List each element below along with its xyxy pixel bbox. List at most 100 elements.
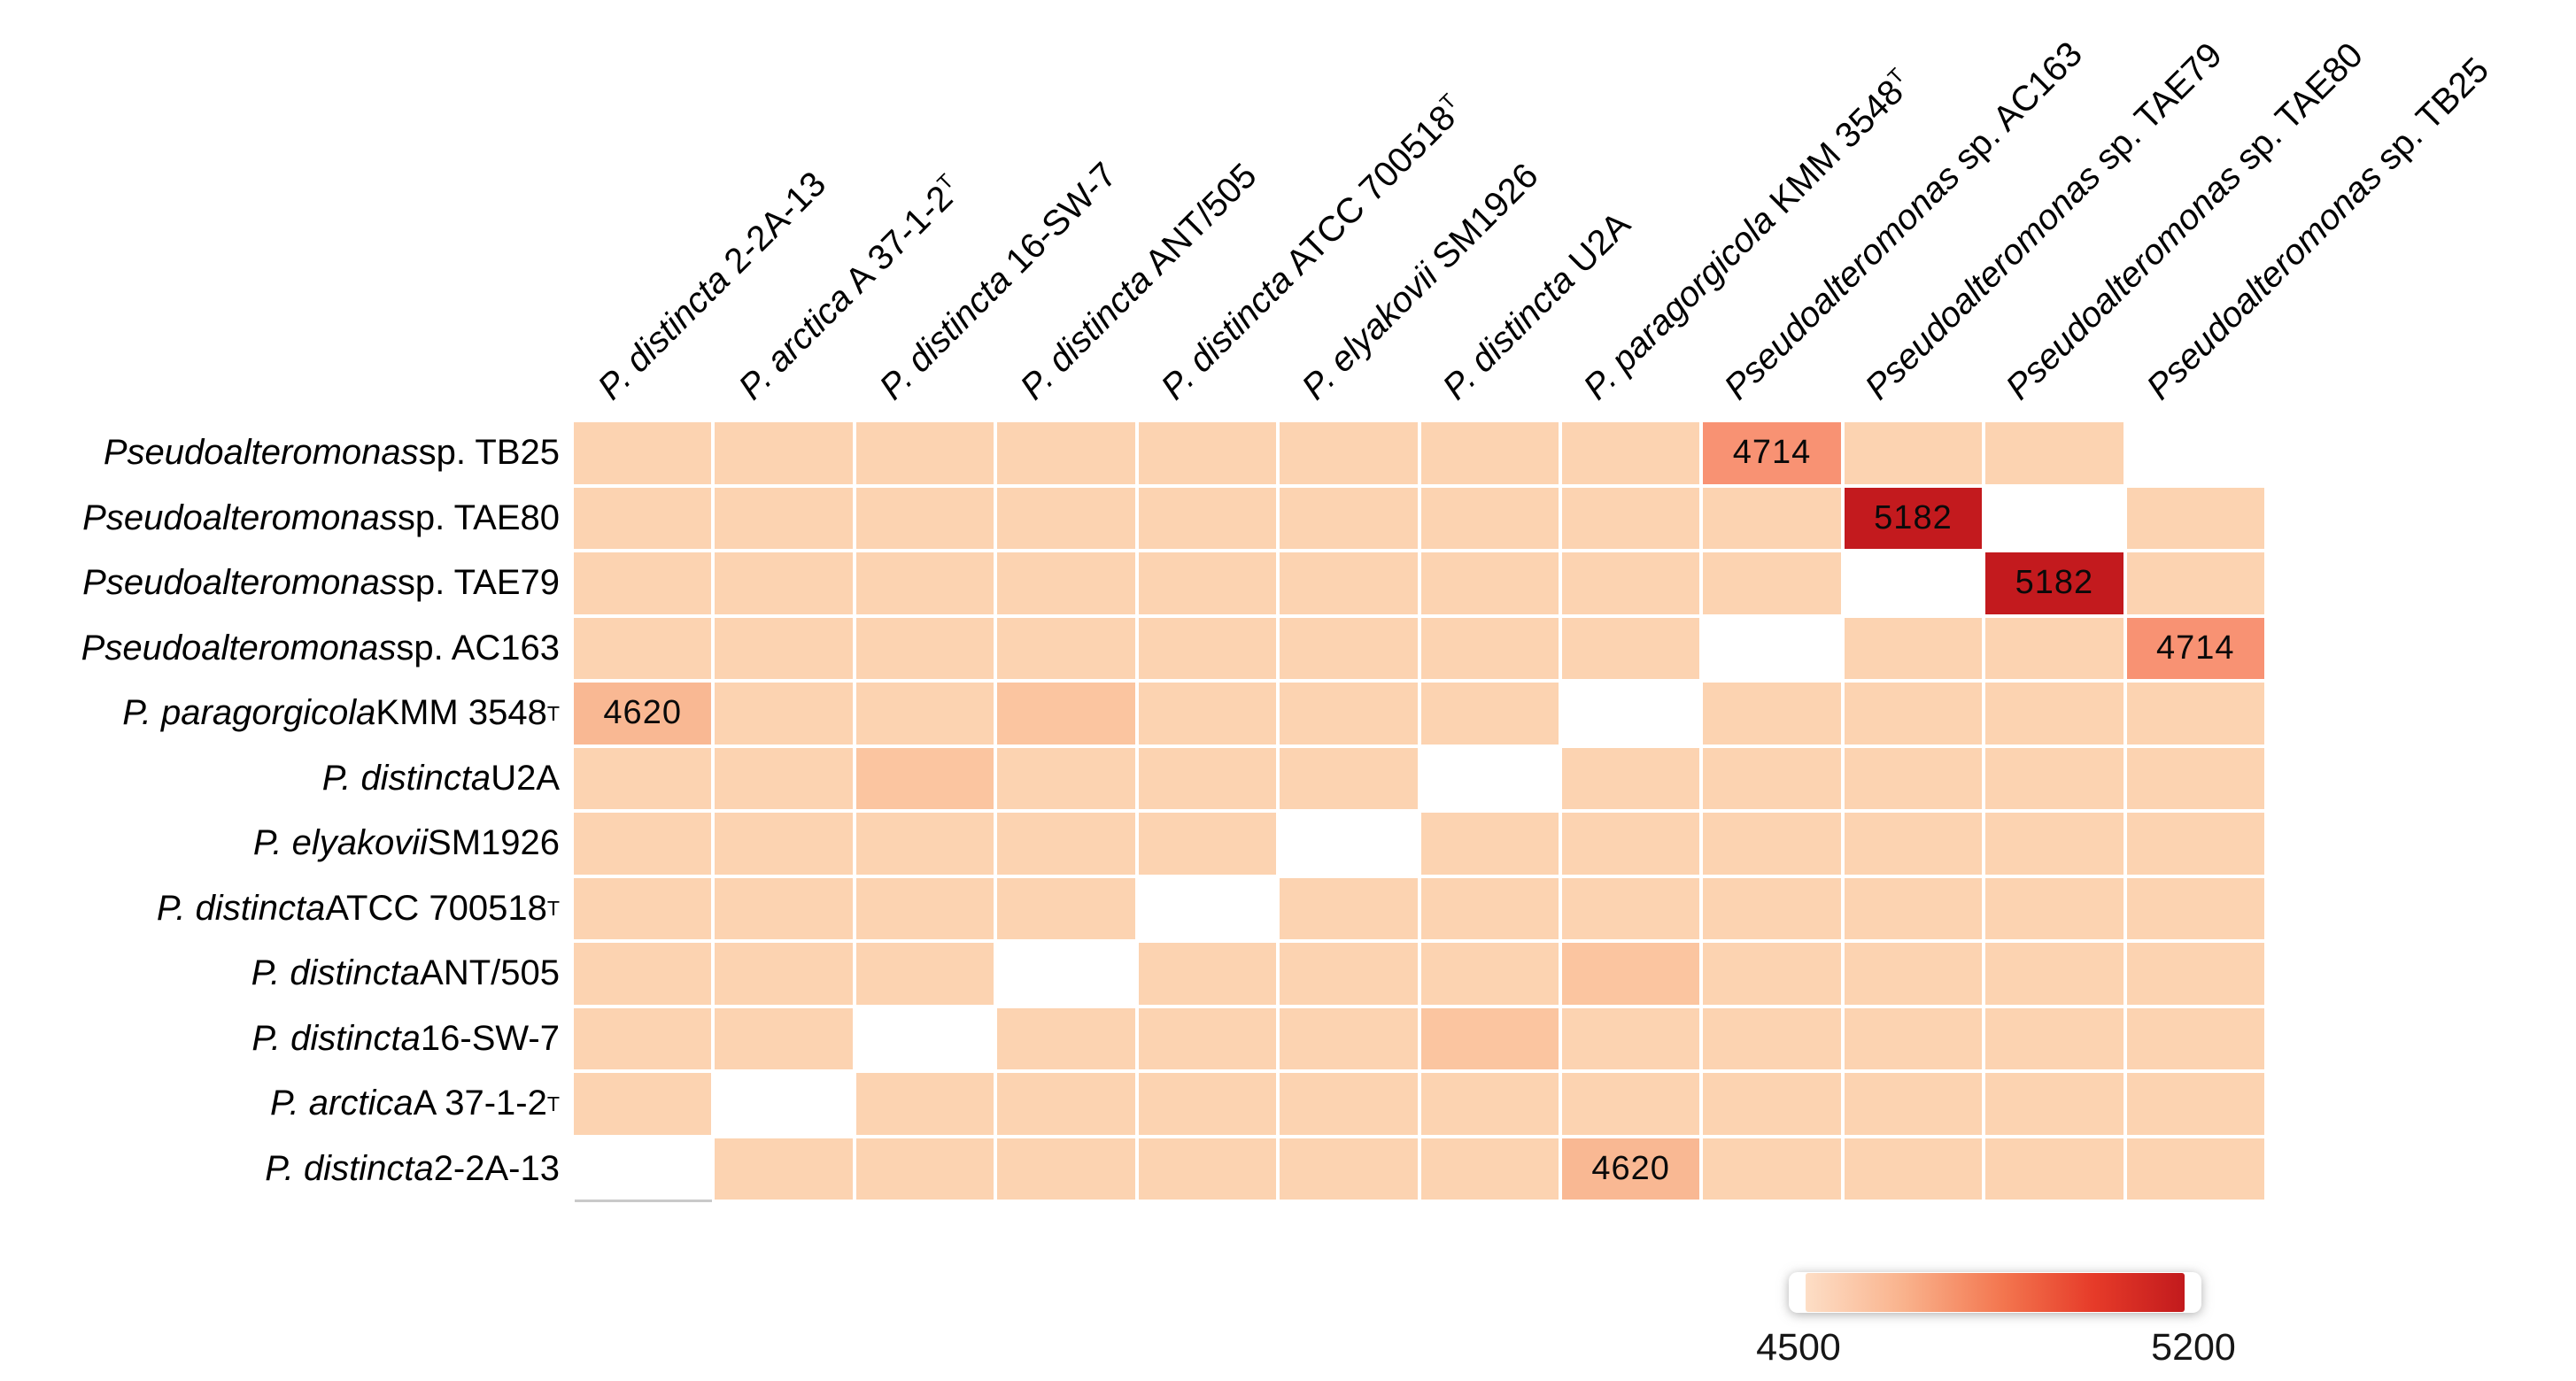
heatmap-cell — [1985, 683, 2123, 745]
cell-value-label: 4620 — [1591, 1149, 1670, 1187]
heatmap-cell — [1985, 1073, 2123, 1135]
heatmap-cell — [1844, 1138, 1983, 1200]
heatmap-cell — [1561, 487, 1700, 549]
column-label: P. distincta 2-2A-13 — [590, 164, 833, 407]
heatmap-cell — [1844, 683, 1983, 745]
heatmap-cell — [1703, 683, 1841, 745]
heatmap-cell — [1844, 422, 1983, 484]
heatmap-cell — [1420, 813, 1559, 875]
cell-value-label: 4714 — [2156, 629, 2235, 667]
heatmap-cell — [1703, 552, 1841, 614]
column-label: P. distincta ANT/505 — [1012, 156, 1265, 407]
heatmap-cell — [1844, 617, 1983, 679]
heatmap-cell — [1280, 487, 1418, 549]
heatmap-cell — [1280, 617, 1418, 679]
row-label: P. distincta 16-SW-7 — [251, 1018, 560, 1058]
heatmap-cell — [715, 813, 853, 875]
row-label: Pseudoalteromonas sp. AC163 — [81, 628, 560, 667]
column-label: P. elyakovii SM1926 — [1294, 156, 1546, 407]
heatmap-cell — [715, 422, 853, 484]
heatmap-cell — [2126, 877, 2264, 939]
heatmap-cell — [715, 1007, 853, 1069]
cell-value-label: 4714 — [1732, 434, 1812, 472]
heatmap-cell — [2126, 943, 2264, 1005]
column-label: P. distincta ATCC 700518T — [1153, 89, 1464, 407]
heatmap-cell — [855, 487, 994, 549]
heatmap-cell — [997, 813, 1135, 875]
heatmap-diagonal-cell — [1138, 877, 1277, 939]
heatmap-diagonal-cell — [997, 943, 1135, 1005]
heatmap-cell — [1561, 422, 1700, 484]
heatmap-cell — [715, 487, 853, 549]
heatmap-diagonal-cell — [1280, 813, 1418, 875]
heatmap-cell — [855, 683, 994, 745]
heatmap-cell — [1844, 1007, 1983, 1069]
heatmap-cell — [1844, 813, 1983, 875]
heatmap-diagonal-cell — [1561, 683, 1700, 745]
heatmap-diagonal-cell — [1420, 747, 1559, 809]
heatmap-cell — [574, 617, 712, 679]
heatmap-cell — [1138, 747, 1277, 809]
heatmap-cell — [1561, 1073, 1700, 1135]
heatmap-grid: 4714 5182 5182 4714 4620 4620 — [574, 422, 2264, 1200]
heatmap-diagonal-cell — [2126, 422, 2264, 484]
heatmap-cell — [997, 617, 1135, 679]
heatmap-cell — [1138, 552, 1277, 614]
heatmap-cell — [1844, 943, 1983, 1005]
heatmap-cell — [1280, 422, 1418, 484]
heatmap-cell — [1420, 1007, 1559, 1069]
heatmap-cell — [715, 552, 853, 614]
heatmap-cell — [1703, 1073, 1841, 1135]
heatmap-cell — [574, 552, 712, 614]
heatmap-cell — [1138, 1073, 1277, 1135]
heatmap-cell — [715, 1138, 853, 1200]
heatmap-cell — [1561, 877, 1700, 939]
heatmap-cell — [1280, 1138, 1418, 1200]
heatmap-cell — [574, 1073, 712, 1135]
heatmap-cell — [574, 943, 712, 1005]
heatmap-cell — [1420, 487, 1559, 549]
heatmap-cell — [855, 422, 994, 484]
heatmap-cell — [855, 877, 994, 939]
heatmap-cell — [1420, 1138, 1559, 1200]
heatmap-diagonal-cell — [1844, 552, 1983, 614]
heatmap-cell — [2126, 1138, 2264, 1200]
row-label: Pseudoalteromonas sp. TAE80 — [82, 498, 560, 537]
heatmap-cell — [855, 943, 994, 1005]
row-label: P. elyakovii SM1926 — [252, 823, 560, 863]
heatmap-cell — [574, 747, 712, 809]
heatmap-cell — [997, 552, 1135, 614]
heatmap-cell — [1703, 877, 1841, 939]
heatmap-cell — [855, 552, 994, 614]
heatmap-cell — [1138, 422, 1277, 484]
cell-value-label: 4620 — [603, 694, 682, 732]
heatmap-cell: 5182 — [1985, 552, 2123, 614]
heatmap-cell — [1420, 1073, 1559, 1135]
heatmap-cell — [1420, 552, 1559, 614]
heatmap-cell — [1561, 943, 1700, 1005]
heatmap-cell — [855, 813, 994, 875]
heatmap-cell — [1280, 1007, 1418, 1069]
cell-value-label: 5182 — [2015, 564, 2094, 602]
heatmap-cell — [1844, 747, 1983, 809]
heatmap-diagonal-cell — [715, 1073, 853, 1135]
heatmap-cell — [1420, 422, 1559, 484]
axis-artifact-line — [575, 1200, 712, 1202]
colorbar-min-label: 4500 — [1756, 1326, 1841, 1369]
heatmap-cell — [997, 683, 1135, 745]
heatmap-cell — [2126, 747, 2264, 809]
heatmap-cell: 4620 — [574, 683, 712, 745]
heatmap-cell — [715, 683, 853, 745]
heatmap-cell — [1985, 1007, 2123, 1069]
heatmap-cell — [1138, 1007, 1277, 1069]
heatmap-cell — [997, 422, 1135, 484]
heatmap-cell — [1138, 1138, 1277, 1200]
heatmap-cell — [1280, 683, 1418, 745]
heatmap-cell — [997, 1138, 1135, 1200]
heatmap-cell — [1561, 1007, 1700, 1069]
colorbar-gradient — [1806, 1273, 2185, 1312]
heatmap-cell — [715, 943, 853, 1005]
heatmap-cell — [2126, 1007, 2264, 1069]
heatmap-cell: 4620 — [1561, 1138, 1700, 1200]
